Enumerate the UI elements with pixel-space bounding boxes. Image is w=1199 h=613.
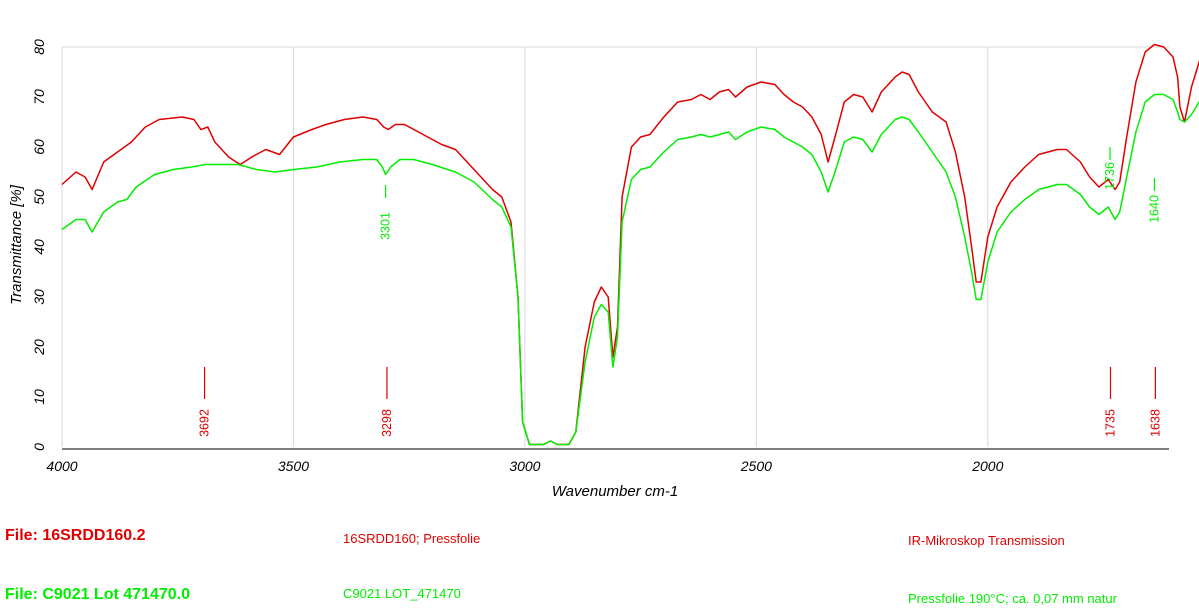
peak-annotations: 3692 3298 1735 1638 3301 1736 1640 — [198, 147, 1162, 437]
annotation-label: 1640 — [1147, 195, 1161, 223]
series-line-16srdd160 — [61, 43, 1199, 446]
y-axis-label: Transmittance [%] — [8, 184, 25, 305]
annotation-label: 1638 — [1148, 409, 1162, 437]
x-tick-label: 2500 — [740, 458, 772, 474]
file-label-2: File: C9021 Lot 471470.0 — [5, 586, 190, 603]
x-tick-label: 2000 — [971, 458, 1003, 474]
file-label-1: File: 16SRDD160.2 — [5, 527, 146, 544]
series-line-c9021 — [61, 93, 1199, 446]
x-tick-label: 4000 — [46, 458, 77, 474]
y-tick-label: 40 — [31, 239, 47, 255]
y-tick-labels: 0 10 20 30 40 50 60 70 80 — [31, 39, 47, 451]
annotation-label: 3301 — [379, 212, 393, 240]
description-2: C9021 LOT_471470 — [343, 586, 461, 601]
annotation-label: 3298 — [380, 409, 394, 437]
x-axis-label: Wavenumber cm-1 — [552, 483, 678, 500]
grid-lines — [61, 46, 1169, 447]
x-tick-label: 3000 — [509, 458, 540, 474]
y-tick-label: 60 — [31, 139, 47, 155]
y-tick-label: 10 — [31, 389, 47, 405]
y-tick-label: 70 — [31, 89, 47, 105]
y-tick-label: 0 — [31, 443, 47, 451]
y-tick-label: 20 — [31, 339, 47, 356]
y-tick-label: 30 — [31, 289, 47, 305]
description-1: 16SRDD160; Pressfolie — [343, 531, 481, 546]
method-2: Pressfolie 190°C; ca. 0,07 mm natur — [908, 591, 1117, 606]
y-tick-label: 80 — [31, 39, 47, 55]
annotation-label: 1735 — [1103, 409, 1117, 437]
annotation-label: 3692 — [198, 409, 212, 437]
y-tick-label: 50 — [31, 189, 47, 205]
annotation-label: 1736 — [1103, 162, 1117, 190]
series-lines — [61, 43, 1199, 446]
x-tick-label: 3500 — [278, 458, 309, 474]
method-1: IR-Mikroskop Transmission — [908, 533, 1065, 548]
x-tick-labels: 4000350030002500200015001000 — [46, 458, 1003, 474]
